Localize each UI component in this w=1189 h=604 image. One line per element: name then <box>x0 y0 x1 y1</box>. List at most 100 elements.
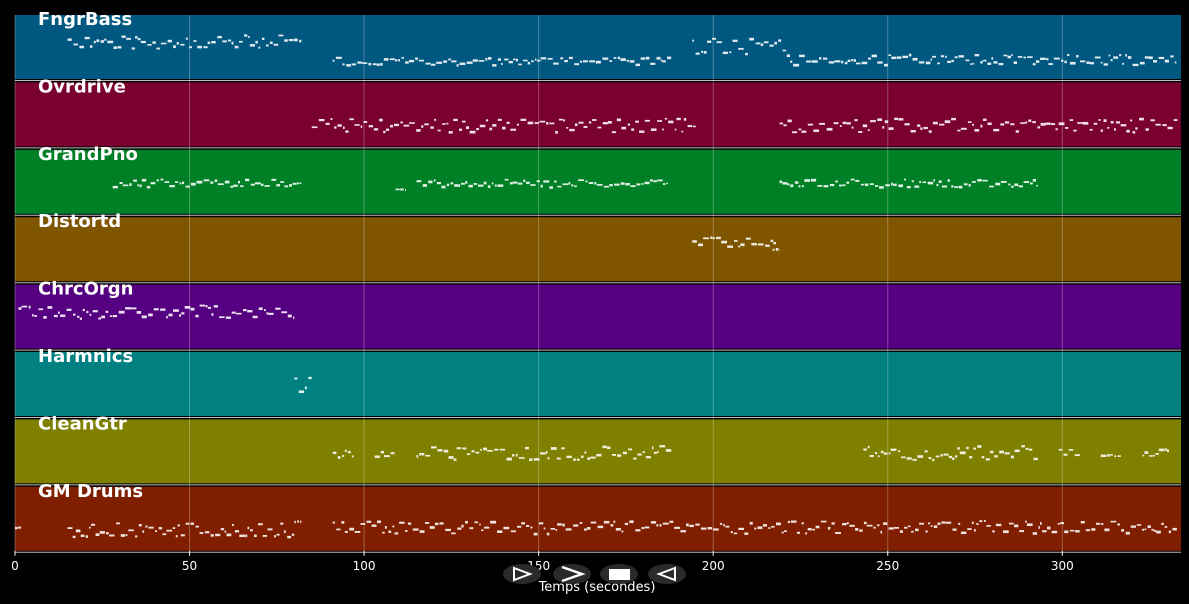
note <box>899 530 903 533</box>
note <box>211 41 216 44</box>
note <box>566 455 572 459</box>
note <box>92 310 98 313</box>
note <box>807 123 814 126</box>
note <box>96 39 100 43</box>
note <box>1107 454 1110 457</box>
note <box>639 130 645 133</box>
note <box>520 118 527 121</box>
note <box>812 60 818 63</box>
note <box>796 531 800 534</box>
note <box>630 185 636 188</box>
note <box>264 185 270 187</box>
note <box>846 522 849 525</box>
note <box>179 182 182 185</box>
note <box>376 63 380 67</box>
reverse-play-icon <box>656 566 676 582</box>
note <box>948 455 953 459</box>
note <box>902 55 908 59</box>
note <box>641 527 645 530</box>
note <box>497 530 503 533</box>
note <box>885 184 890 187</box>
note <box>621 126 627 130</box>
note <box>371 524 377 527</box>
note <box>169 185 175 188</box>
note <box>877 61 883 64</box>
note <box>574 185 577 188</box>
note <box>1019 530 1024 533</box>
note <box>653 451 658 454</box>
note <box>451 60 457 63</box>
note <box>345 130 349 133</box>
note <box>981 456 985 459</box>
note <box>851 126 854 129</box>
note <box>506 121 510 124</box>
note <box>1108 54 1111 57</box>
note <box>424 123 429 126</box>
note <box>487 450 493 452</box>
note <box>588 182 594 185</box>
note <box>416 180 422 183</box>
track-label-ovrdrive: Ovrdrive <box>38 76 126 97</box>
note <box>856 62 861 65</box>
note <box>656 524 659 527</box>
note <box>1114 128 1116 131</box>
note <box>760 43 764 47</box>
note <box>568 56 573 60</box>
note <box>722 51 728 55</box>
note <box>199 532 204 534</box>
play-button[interactable] <box>503 564 541 584</box>
track-band-distortd <box>15 217 1181 282</box>
note <box>855 528 859 531</box>
note <box>120 534 125 537</box>
note <box>660 59 663 62</box>
rewind-button[interactable] <box>648 564 686 584</box>
note <box>264 309 266 312</box>
note <box>394 59 398 62</box>
note <box>1167 126 1173 130</box>
note <box>1055 128 1058 131</box>
note <box>407 522 412 525</box>
note <box>994 455 998 458</box>
note <box>782 49 787 52</box>
note <box>555 131 558 134</box>
note <box>815 525 820 529</box>
note <box>918 61 925 64</box>
note-cluster <box>374 451 396 458</box>
note <box>137 184 140 187</box>
note <box>287 535 292 539</box>
note <box>603 520 610 524</box>
note <box>1135 127 1138 130</box>
note <box>390 124 394 128</box>
note <box>434 522 439 526</box>
note <box>898 184 903 188</box>
note <box>1156 530 1161 534</box>
note <box>147 44 152 46</box>
note <box>1101 522 1104 526</box>
note <box>469 527 474 530</box>
note <box>943 453 949 456</box>
note <box>765 244 770 247</box>
note <box>430 126 434 129</box>
note <box>1151 528 1154 531</box>
note <box>998 63 1004 66</box>
note <box>972 62 975 65</box>
note <box>1110 520 1117 523</box>
note <box>979 520 983 523</box>
note <box>199 304 205 307</box>
note <box>901 456 906 459</box>
note <box>523 59 528 62</box>
note <box>1142 528 1145 531</box>
stop-button[interactable] <box>600 564 638 584</box>
note <box>141 178 147 182</box>
fast-forward-button[interactable] <box>553 564 591 584</box>
note <box>960 127 967 130</box>
note <box>133 179 137 182</box>
note <box>995 182 1001 186</box>
note <box>681 130 684 133</box>
note <box>1061 59 1064 62</box>
note <box>82 308 85 312</box>
note <box>227 39 231 42</box>
note <box>271 178 277 181</box>
note <box>1028 119 1032 122</box>
x-axis-label: Temps (secondes) <box>538 580 656 595</box>
